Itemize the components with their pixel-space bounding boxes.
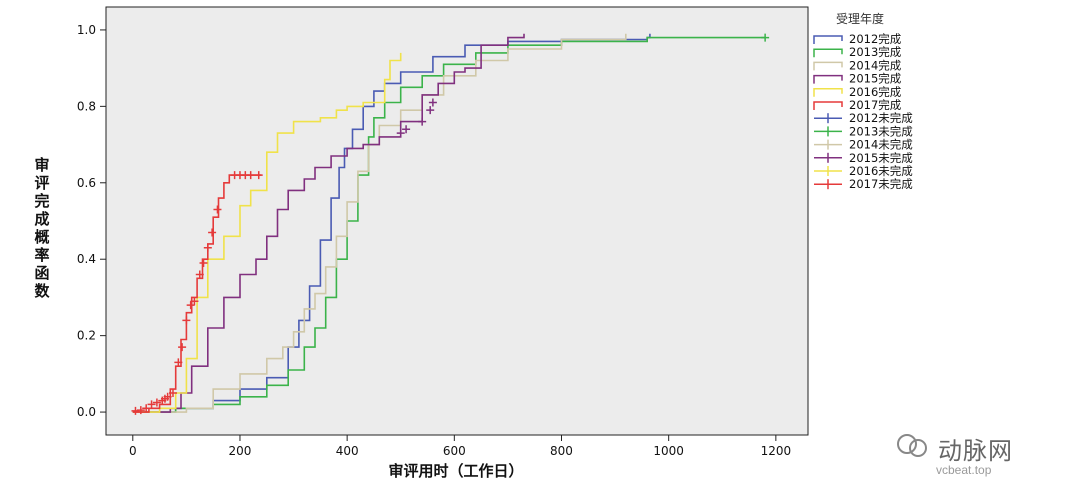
x-tick-label: 800: [550, 444, 573, 458]
censor-marker-2015未完成: [396, 129, 405, 138]
x-tick-label: 600: [443, 444, 466, 458]
censor-marker-2017未完成: [208, 228, 217, 237]
legend-label-2015完成: 2015完成: [849, 72, 902, 86]
legend-title: 受理年度: [836, 11, 884, 26]
censor-marker-2015未完成: [428, 98, 437, 107]
legend-label-2014未完成: 2014未完成: [849, 138, 913, 152]
censor-marker-2015未完成: [418, 117, 427, 126]
legend-label-2015未完成: 2015未完成: [849, 151, 913, 165]
legend-label-2017完成: 2017完成: [849, 98, 902, 112]
watermark: 动脉网 vcbeat.top: [892, 425, 1062, 489]
y-tick-label: 0.6: [77, 176, 96, 190]
censor-marker-2017未完成: [178, 343, 187, 352]
y-tick-label: 0.8: [77, 99, 96, 113]
censor-marker-2017未完成: [163, 392, 172, 401]
censor-marker-2017未完成: [203, 243, 212, 252]
censor-marker-2015未完成: [426, 106, 435, 115]
x-axis-label: 审评用时（工作日）: [388, 462, 523, 480]
censor-marker-2017未完成: [182, 316, 191, 325]
legend-label-2013完成: 2013完成: [849, 45, 902, 59]
x-tick-label: 400: [336, 444, 359, 458]
censor-marker-2015未完成: [402, 125, 411, 134]
censor-marker-2017未完成: [199, 259, 208, 268]
brand-logo-icon: [897, 434, 927, 457]
x-tick-label: 1200: [761, 444, 792, 458]
legend-swatch-2016完成: [813, 88, 843, 97]
censor-marker-2017未完成: [147, 400, 156, 409]
censor-marker-2017未完成: [186, 301, 195, 310]
censor-marker-2017未完成: [174, 358, 183, 367]
y-tick-label: 0.2: [77, 329, 96, 343]
censor-marker-2017未完成: [131, 406, 140, 415]
legend-swatch-2014完成: [813, 61, 843, 71]
axes: 0 200 400 600 800 1000 1200 0.0 0.2 0.4 0.6 0.8 1.0: [77, 23, 791, 458]
watermark-url: vcbeat.top: [936, 463, 992, 477]
legend-label-2014完成: 2014完成: [849, 58, 902, 72]
plot-area: [105, 6, 809, 436]
x-tick-label: 200: [229, 444, 252, 458]
legend: 受理年度 2012完成2013完成2014完成2015完成2016完成2017完…: [813, 11, 913, 191]
series-line-2016完成: [132, 52, 402, 413]
censor-marker-2017未完成: [142, 404, 151, 413]
legend-swatch-2012完成: [813, 35, 843, 44]
legend-swatch-2013完成: [813, 48, 843, 58]
series-layer: [132, 33, 766, 413]
x-tick-label: 0: [129, 444, 137, 458]
legend-label-2016未完成: 2016未完成: [849, 164, 913, 178]
legend-label-2013未完成: 2013未完成: [849, 124, 913, 138]
y-tick-label: 0.0: [77, 405, 96, 419]
legend-label-2016完成: 2016完成: [849, 85, 902, 99]
y-tick-label: 0.4: [77, 252, 96, 266]
legend-swatch-2017完成: [813, 101, 843, 110]
legend-label-2012未完成: 2012未完成: [849, 111, 913, 125]
y-tick-label: 1.0: [77, 23, 96, 37]
legend-label-2012完成: 2012完成: [849, 32, 902, 46]
censor-marker-2017未完成: [168, 388, 177, 397]
legend-swatch-2015完成: [813, 74, 843, 84]
censor-marker-2017未完成: [190, 297, 199, 306]
censor-marker-layer: [131, 33, 770, 415]
y-axis-label: 审评完成概率函数: [34, 156, 50, 300]
series-line-2015完成: [132, 33, 525, 413]
legend-label-2017未完成: 2017未完成: [849, 177, 913, 191]
watermark-brand: 动脉网: [938, 437, 1013, 465]
censor-marker-2013未完成: [761, 33, 770, 42]
censor-marker-2017未完成: [254, 171, 263, 180]
censor-marker-2017未完成: [195, 270, 204, 279]
censor-marker-2017未完成: [152, 398, 161, 407]
censor-marker-2017未完成: [136, 406, 145, 415]
censor-marker-2017未完成: [246, 171, 255, 180]
x-tick-label: 1000: [653, 444, 684, 458]
series-line-2014完成: [132, 33, 627, 413]
censor-marker-2017未完成: [213, 205, 222, 214]
